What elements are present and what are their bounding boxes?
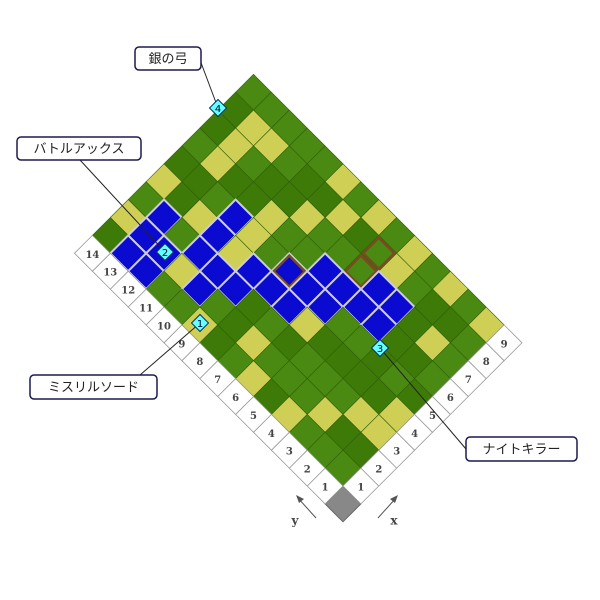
callout-line	[139, 322, 201, 376]
x-axis-label: x	[390, 514, 398, 528]
crate	[271, 253, 307, 289]
crate	[361, 235, 397, 271]
callout-line	[199, 59, 219, 109]
callout-box	[16, 136, 142, 161]
y-tick-label: 2	[304, 465, 311, 476]
item-marker	[155, 242, 175, 262]
callout-box	[134, 46, 202, 71]
y-axis-label: y	[291, 514, 300, 528]
x-tick-label: 1	[357, 483, 364, 494]
y-tick-label: 11	[139, 304, 153, 315]
overlay: 銀の弓 4 バトルアックス 2 ミスリルソード 1 ナイトキラー 3	[16, 46, 578, 462]
y-tick-label: 10	[157, 321, 171, 332]
x-arrow-head	[390, 495, 398, 503]
x-tick-label: 7	[465, 375, 472, 386]
y-tick-label: 1	[322, 483, 329, 494]
callout-box	[29, 374, 158, 400]
callout-label: ナイトキラー	[482, 443, 560, 458]
x-tick-label: 3	[393, 447, 400, 458]
item-marker	[370, 338, 390, 358]
y-tick-label: 7	[214, 375, 221, 386]
x-tick-label: 4	[411, 429, 418, 440]
item-marker	[208, 98, 228, 118]
x-tick-label: 6	[447, 393, 454, 404]
y-tick-label: 3	[286, 447, 293, 458]
x-tick-label: 2	[375, 465, 382, 476]
item-marker-number: 4	[215, 104, 221, 115]
y-tick-label: 4	[268, 429, 275, 440]
y-tick-label: 13	[103, 268, 117, 279]
x-label-cell	[485, 324, 523, 362]
item-marker	[190, 313, 210, 333]
y-tick-label: 6	[232, 393, 239, 404]
x-tick-label: 5	[429, 411, 436, 422]
x-tick-label: 9	[501, 339, 508, 350]
item-marker-number: 3	[377, 344, 383, 355]
callout-box	[465, 436, 578, 462]
callout-line	[79, 159, 166, 253]
item-marker-number: 1	[197, 319, 203, 330]
y-tick-label: 12	[121, 286, 135, 297]
crate	[343, 253, 379, 289]
y-tick-label: 14	[85, 250, 99, 261]
callout-line	[379, 347, 467, 450]
y-tick-label: 9	[178, 339, 185, 350]
callout-label: 銀の弓	[148, 52, 187, 67]
callout-label: ミスリルソード	[48, 381, 139, 396]
y-tick-label: 5	[250, 411, 257, 422]
x-tick-label: 8	[483, 357, 490, 368]
y-tick-label: 8	[196, 357, 203, 368]
callout-label: バトルアックス	[33, 142, 124, 157]
item-marker-number: 2	[162, 248, 168, 259]
y-label-cell	[73, 234, 111, 272]
y-arrow-head	[296, 495, 304, 503]
